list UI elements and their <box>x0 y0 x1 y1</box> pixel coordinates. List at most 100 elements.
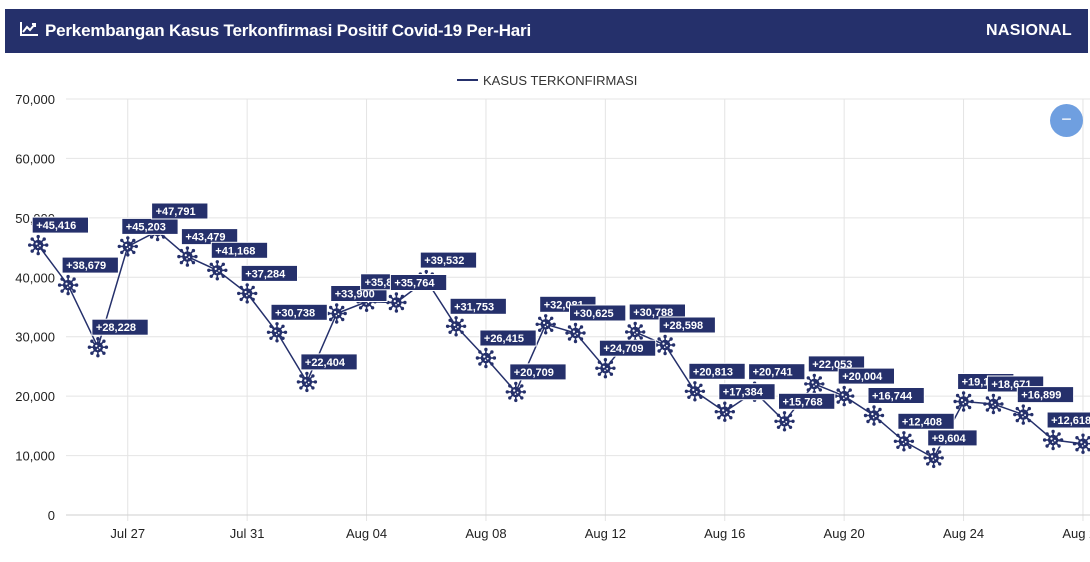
virus-marker-icon[interactable] <box>983 394 1003 414</box>
data-label: +28,598 <box>659 317 715 333</box>
data-label-text: +22,404 <box>305 357 346 369</box>
virus-marker-icon[interactable] <box>58 275 78 295</box>
y-tick-label: 0 <box>48 508 55 523</box>
data-label-text: +30,738 <box>275 307 315 319</box>
virus-marker-icon[interactable] <box>655 335 675 355</box>
virus-marker-icon[interactable] <box>864 405 884 425</box>
line-chart-icon <box>19 21 39 42</box>
data-label-text: +30,625 <box>574 308 614 320</box>
data-label-text: +35,764 <box>394 278 435 290</box>
data-label-text: +31,753 <box>454 301 494 313</box>
virus-marker-icon[interactable] <box>177 246 197 266</box>
x-tick-label: Aug 08 <box>465 526 506 541</box>
x-tick-label: Aug 16 <box>704 526 745 541</box>
minus-icon: − <box>1061 109 1072 129</box>
virus-marker-icon[interactable] <box>118 236 138 256</box>
chart-legend[interactable]: KASUS TERKONFIRMASI <box>457 73 637 88</box>
data-label: +31,753 <box>450 298 506 314</box>
data-label-text: +17,384 <box>723 387 764 399</box>
data-label-text: +41,168 <box>215 245 255 257</box>
data-label: +20,813 <box>689 363 745 379</box>
data-label-text: +38,679 <box>66 260 106 272</box>
x-tick-label: Aug 12 <box>585 526 626 541</box>
virus-marker-icon[interactable] <box>297 372 317 392</box>
data-label: +37,284 <box>241 265 297 281</box>
x-tick-label: Aug 28 <box>1062 526 1090 541</box>
line-chart: 010,00020,00030,00040,00050,00060,00070,… <box>0 60 1090 557</box>
virus-marker-icon[interactable] <box>625 322 645 342</box>
data-label: +39,532 <box>420 252 476 268</box>
data-label: +35,764 <box>390 275 446 291</box>
data-label-text: +12,408 <box>902 416 942 428</box>
data-label: +28,228 <box>92 319 148 335</box>
data-label-text: +20,741 <box>753 367 793 379</box>
virus-marker-icon[interactable] <box>924 448 944 468</box>
data-label: +12,408 <box>898 413 954 429</box>
virus-marker-icon[interactable] <box>446 316 466 336</box>
data-label-text: +24,709 <box>603 343 643 355</box>
data-label: +20,741 <box>749 364 805 380</box>
virus-marker-icon[interactable] <box>715 402 735 422</box>
data-label: +30,738 <box>271 304 327 320</box>
data-label: +20,709 <box>510 364 566 380</box>
virus-marker-icon[interactable] <box>1043 430 1063 450</box>
y-tick-label: 70,000 <box>15 92 55 107</box>
data-label: +45,203 <box>122 218 178 234</box>
chart-area: 010,00020,00030,00040,00050,00060,00070,… <box>0 60 1090 557</box>
data-label-text: +37,284 <box>245 268 286 280</box>
page-title: Perkembangan Kasus Terkonfirmasi Positif… <box>45 21 531 41</box>
x-tick-label: Jul 27 <box>110 526 145 541</box>
x-tick-label: Aug 24 <box>943 526 984 541</box>
data-label-text: +28,228 <box>96 322 136 334</box>
data-label: +12,618 <box>1047 412 1090 428</box>
y-axis: 010,00020,00030,00040,00050,00060,00070,… <box>15 92 55 523</box>
data-label-text: +47,791 <box>156 206 196 218</box>
y-tick-label: 10,000 <box>15 449 55 464</box>
virus-marker-icon[interactable] <box>595 358 615 378</box>
data-label: +9,604 <box>928 430 977 446</box>
virus-marker-icon[interactable] <box>834 386 854 406</box>
x-tick-label: Aug 04 <box>346 526 387 541</box>
data-label: +15,768 <box>779 393 835 409</box>
virus-marker-icon[interactable] <box>88 337 108 357</box>
data-label: +16,744 <box>868 388 924 404</box>
header-title-group: Perkembangan Kasus Terkonfirmasi Positif… <box>19 21 531 42</box>
virus-marker-icon[interactable] <box>237 283 257 303</box>
data-label-text: +15,768 <box>783 396 823 408</box>
data-label-text: +45,203 <box>126 221 166 233</box>
data-label: +24,709 <box>599 340 655 356</box>
virus-marker-icon[interactable] <box>894 431 914 451</box>
data-label: +20,004 <box>838 368 894 384</box>
virus-marker-icon[interactable] <box>327 303 347 323</box>
data-label-text: +20,709 <box>514 367 554 379</box>
virus-marker-icon[interactable] <box>774 411 794 431</box>
virus-marker-icon[interactable] <box>1013 404 1033 424</box>
virus-marker-icon[interactable] <box>207 260 227 280</box>
x-tick-label: Aug 20 <box>824 526 865 541</box>
virus-marker-icon[interactable] <box>565 323 585 343</box>
data-label-text: +16,744 <box>872 391 913 403</box>
data-label: +45,416 <box>32 217 88 233</box>
virus-marker-icon[interactable] <box>953 391 973 411</box>
data-labels: +45,416+38,679+28,228+45,203+47,791+43,4… <box>32 203 1090 446</box>
virus-marker-icon[interactable] <box>267 322 287 342</box>
y-tick-label: 40,000 <box>15 270 55 285</box>
virus-marker-icon[interactable] <box>685 381 705 401</box>
virus-marker-icon[interactable] <box>804 374 824 394</box>
data-label-text: +16,899 <box>1021 390 1061 402</box>
data-label: +17,384 <box>719 384 775 400</box>
chart-header: Perkembangan Kasus Terkonfirmasi Positif… <box>5 9 1088 53</box>
data-label: +16,899 <box>1017 387 1073 403</box>
virus-marker-icon[interactable] <box>536 314 556 334</box>
data-label-text: +12,618 <box>1051 415 1090 427</box>
virus-marker-icon[interactable] <box>506 382 526 402</box>
data-label-text: +45,416 <box>36 220 76 232</box>
zoom-out-button[interactable]: − <box>1050 104 1083 137</box>
virus-marker-icon[interactable] <box>386 292 406 312</box>
legend-series-name: KASUS TERKONFIRMASI <box>483 73 637 88</box>
data-label-text: +28,598 <box>663 320 703 332</box>
virus-marker-icon[interactable] <box>476 348 496 368</box>
scope-label[interactable]: NASIONAL <box>986 22 1072 40</box>
virus-marker-icon[interactable] <box>28 235 48 255</box>
virus-marker-icon[interactable] <box>1073 434 1090 454</box>
